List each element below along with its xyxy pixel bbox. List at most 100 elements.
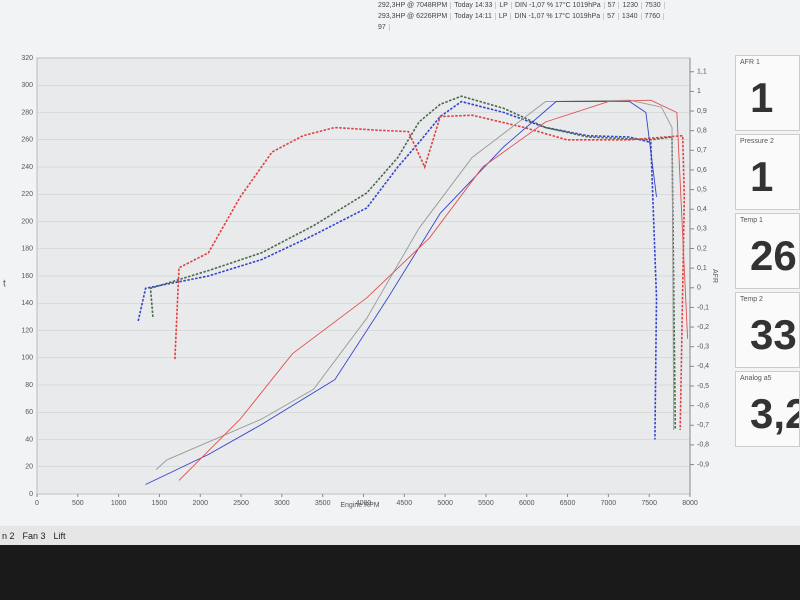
gauge-label: AFR 1 [740,59,760,66]
gauge-label: Pressure 2 [740,138,774,145]
x-tick-label: 5000 [437,500,453,507]
series-line [145,101,657,485]
taskbar-item: Lift [53,530,66,541]
gauge-value: 1 [750,74,774,121]
gauge-value: 26 [750,232,797,279]
y-tick-label: 100 [21,355,33,362]
x-tick-label: 4500 [397,500,413,507]
x-tick-label: 2000 [192,500,208,507]
y2-tick-label: 0,8 [697,128,707,135]
x-tick-label: 1500 [152,500,168,507]
y-tick-label: 120 [21,327,33,334]
table-row: 292,3HP @ 7048RPM Today 14:33 LP DIN -1,07 … [375,0,705,11]
gauge-panel: Temp 2 33 [735,292,800,368]
x-tick-label: 8000 [682,500,698,507]
y2-tick-label: -0,3 [697,344,709,351]
y2-tick-label: 0 [697,285,701,292]
table-cell: 293,3HP @ 6226RPM [375,13,452,20]
gauge-value: 3,2 [750,390,799,437]
table-cell: 57 [604,13,619,20]
y2-tick-label: 0,5 [697,186,707,193]
table-cell: Today 14:11 [451,13,496,20]
y2-tick-label: -0,9 [697,461,709,468]
y2-tick-label: -0,6 [697,402,709,409]
x-tick-label: 4000 [356,500,372,507]
y-axis-label: t [3,279,6,290]
gauge-panel: AFR 1 1 [735,55,800,131]
chart: Engine RPM t AFR 02040608010012014016018… [3,55,718,509]
gauge-panel: Temp 1 26 [735,213,800,289]
y2-tick-label: 0,2 [697,245,707,252]
results-table: 292,3HP @ 7048RPM Today 14:33 LP DIN -1,07 … [375,0,705,42]
table-cell: 7530 [642,2,665,9]
table-cell: DIN -1,07 % 17°C 1019hPa [511,13,605,20]
taskbar: n 2 Fan 3 Lift [0,526,800,545]
x-tick-label: 1000 [111,500,127,507]
gauge-label: Temp 2 [740,296,763,303]
x-tick-label: 3000 [274,500,290,507]
y2-tick-label: -0,2 [697,324,709,331]
y-tick-label: 260 [21,137,33,144]
screen: 292,3HP @ 7048RPM Today 14:33 LP DIN -1,07 … [0,0,800,545]
taskbar-item: Fan 3 [22,530,46,541]
series-line [178,99,689,481]
y2-tick-label: -0,7 [697,422,709,429]
table-cell: 1340 [619,13,642,20]
gauge-value: 33 [750,311,797,358]
table-cell: LP [496,13,512,20]
table-cell: Today 14:33 [451,2,497,9]
y2-tick-label: 0,6 [697,167,707,174]
y2-tick-label: -0,5 [697,383,709,390]
table-cell: 57 [605,2,620,9]
gauge-value: 1 [750,153,774,200]
series-line [149,95,677,431]
table-row: 293,3HP @ 6226RPM Today 14:11 LP DIN -1,07 … [375,11,705,22]
gauge-label: Analog a5 [740,375,772,382]
y-tick-label: 180 [21,246,33,253]
x-tick-label: 7000 [601,500,617,507]
y2-tick-label: 0,3 [697,226,707,233]
series-line [174,114,686,431]
table-cell: LP [496,2,512,9]
x-tick-label: 5500 [478,500,494,507]
y-tick-label: 160 [21,273,33,280]
table-cell: DIN -1,07 % 17°C 1019hPa [512,2,605,9]
y-tick-label: 0 [29,491,33,498]
y-tick-label: 60 [25,409,33,416]
y2-tick-label: -0,8 [697,442,709,449]
x-tick-label: 7500 [641,500,657,507]
table-row: 97 [375,22,705,33]
table-cell: 7760 [642,13,665,20]
y2-tick-label: 0,7 [697,147,707,154]
x-tick-label: 2500 [233,500,249,507]
x-tick-label: 6000 [519,500,535,507]
x-axis-label: Engine RPM [340,502,379,509]
y-tick-label: 80 [25,382,33,389]
gauge-panels: AFR 1 1 Pressure 2 1 Temp 1 26 Temp 2 33 Analog … [735,55,800,450]
y2-tick-label: 0,4 [697,206,707,213]
y-tick-label: 140 [21,300,33,307]
gauge-panel: Pressure 2 1 [735,134,800,210]
x-tick-label: 500 [72,500,84,507]
x-tick-label: 3500 [315,500,331,507]
taskbar-item: n 2 [2,530,15,541]
y-tick-label: 240 [21,164,33,171]
y-tick-label: 320 [21,55,33,62]
y-tick-label: 40 [25,436,33,443]
table-cell: 292,3HP @ 7048RPM [375,2,452,9]
y-tick-label: 200 [21,218,33,225]
y2-tick-label: -0,1 [697,304,709,311]
y2-axis-label: AFR [711,269,718,283]
x-tick-label: 0 [35,500,39,507]
gauge-panel: Analog a5 3,2 [735,371,800,447]
y2-tick-label: 1 [697,88,701,95]
table-cell: 1230 [619,2,643,9]
series-line [155,99,675,470]
y2-tick-label: -0,4 [697,363,709,370]
y2-tick-label: 0,1 [697,265,707,272]
y-tick-label: 220 [21,191,33,198]
gauge-label: Temp 1 [740,217,763,224]
y2-tick-label: 0,9 [697,108,707,115]
y-tick-label: 300 [21,82,33,89]
